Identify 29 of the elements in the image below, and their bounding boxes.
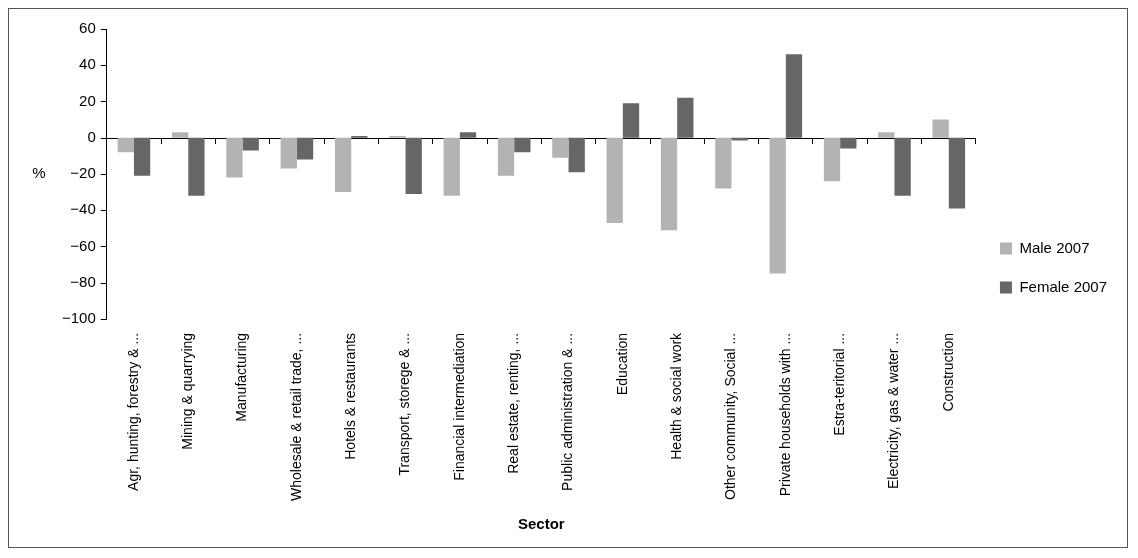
x-tick-label: Agr, hunting, forestry & ... [124, 332, 141, 491]
x-tick-label: Manufacturing [233, 332, 250, 422]
x-tick-label: Construction [939, 332, 956, 412]
x-tick-label: Mining & quarrying [179, 332, 196, 450]
x-tick-label: Education [613, 332, 630, 396]
y-tick-label: −20 [70, 164, 96, 182]
y-tick-label: −40 [70, 200, 96, 218]
legend-label: Female 2007 [1019, 277, 1108, 295]
y-tick-label: 0 [87, 127, 96, 145]
y-tick-label: −80 [70, 272, 96, 290]
x-tick-label: Real estate, renting, ... [505, 332, 522, 474]
y-tick-label: 60 [79, 19, 96, 37]
x-tick-label: Private households with ... [776, 332, 793, 497]
x-tick-label: Hotels & restaurants [342, 332, 359, 460]
x-axis-title: Sector [518, 515, 565, 533]
x-tick-label: Transport, storege & ... [396, 332, 413, 476]
x-tick-label: Wholesale & retail trade, ... [287, 332, 304, 501]
x-tick-label: Estra-teritorial ... [831, 332, 847, 436]
x-tick-label: Health & social work [668, 331, 685, 460]
x-tick-label: Other community, Social ... [722, 332, 739, 500]
x-tick-label: Public administration & ... [559, 332, 576, 491]
y-tick-label: 40 [79, 55, 96, 73]
x-tick-label: Electricity, gas & water ... [885, 332, 902, 490]
y-tick-label: −100 [61, 309, 96, 327]
y-tick-label: 20 [79, 91, 96, 109]
x-tick-label: Financial intermediation [450, 332, 467, 481]
y-axis-title: % [32, 164, 46, 182]
legend-label: Male 2007 [1019, 238, 1090, 256]
y-tick-label: −60 [70, 236, 96, 254]
